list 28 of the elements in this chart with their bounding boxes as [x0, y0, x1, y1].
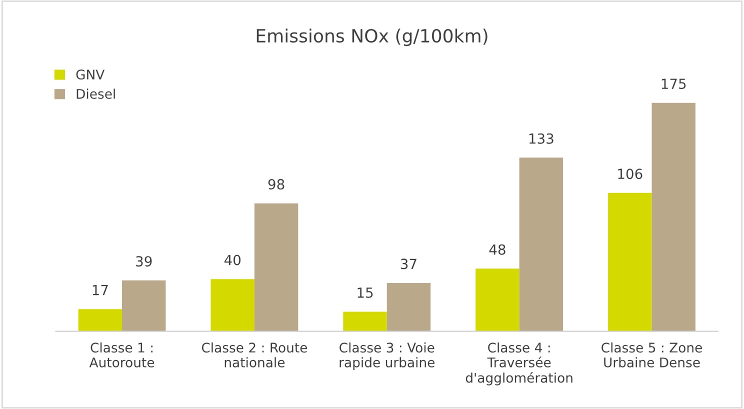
bar — [652, 102, 696, 332]
bar — [343, 312, 387, 332]
bar — [254, 203, 298, 332]
data-label: 39 — [136, 256, 152, 267]
data-label: 106 — [618, 168, 642, 180]
bar — [519, 158, 564, 332]
bar — [476, 268, 520, 332]
bar — [386, 282, 431, 332]
legend-label: GNV — [76, 70, 105, 80]
bar — [608, 192, 652, 332]
data-label: 98 — [268, 179, 284, 190]
x-tick-label: Classe 3 : Voie rapide urbaine — [340, 342, 434, 370]
bar — [210, 279, 254, 332]
chart-title: Emissions NOx (g/100km) — [256, 28, 488, 46]
x-tick-label: Classe 4 : Traversée d'agglomération — [466, 342, 572, 386]
x-tick-label: Classe 2 : Route nationale — [202, 342, 308, 368]
data-label: 175 — [662, 78, 686, 90]
data-label: 133 — [529, 133, 554, 144]
x-tick-label: Classe 5 : Zone Urbaine Dense — [602, 342, 702, 368]
data-label: 40 — [224, 254, 241, 266]
data-label: 15 — [358, 288, 373, 298]
x-tick-label: Classe 1 : Autoroute — [89, 342, 154, 368]
data-label: 48 — [489, 244, 506, 255]
bar — [78, 309, 122, 332]
data-label: 17 — [92, 284, 108, 296]
legend-label: Diesel — [76, 88, 115, 99]
bar — [122, 280, 166, 332]
data-label: 37 — [400, 258, 416, 270]
